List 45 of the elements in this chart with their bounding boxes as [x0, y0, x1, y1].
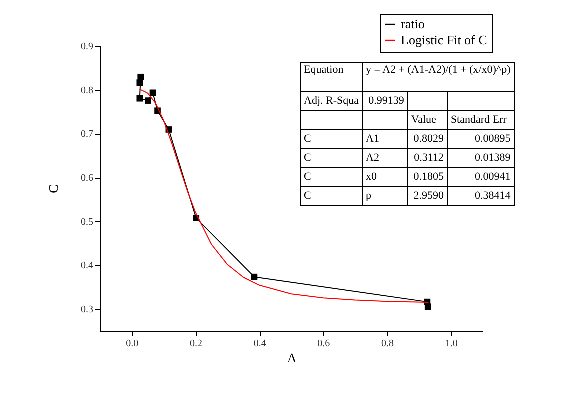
- annotation: C: [300, 168, 362, 186]
- annotation: p: [362, 186, 408, 206]
- annotation: x0: [362, 168, 408, 186]
- y-tick-label: 0.6: [81, 173, 94, 184]
- x-tick-label: 0.6: [318, 338, 330, 350]
- annotation: 0.1805: [408, 168, 448, 186]
- y-tick-label: 0.3: [81, 304, 94, 316]
- annotation: A2: [362, 148, 408, 168]
- annotation: C: [300, 130, 362, 148]
- x-tick-label: 1.0: [445, 338, 458, 350]
- annotation: C: [300, 148, 362, 168]
- point: [138, 74, 144, 80]
- x-tick-label: 0.8: [382, 338, 394, 350]
- annotation: 0.01389: [447, 148, 514, 168]
- annotation: C: [300, 186, 362, 206]
- point: [145, 98, 152, 104]
- annotation: 0.99139: [362, 92, 408, 110]
- x-tick-label: 0.0: [126, 338, 139, 350]
- point: [424, 304, 432, 310]
- annotation: Standard Err: [447, 110, 514, 130]
- y-tick-label: 0.9: [81, 42, 94, 52]
- annotation: Adj. R-Squa: [300, 92, 362, 110]
- annotation: 0.3112: [408, 148, 448, 168]
- annotation: 0.8029: [408, 130, 448, 148]
- y-axis-title: C: [46, 184, 61, 194]
- point: [251, 274, 258, 280]
- annotation: 0.00895: [447, 130, 514, 148]
- annotation: y = A2 + (A1-A2)/(1 + (x/x0)^p): [362, 62, 514, 92]
- annotation: 0.00941: [447, 168, 514, 186]
- annotation: A1: [362, 130, 408, 148]
- point: [136, 80, 144, 86]
- point: [136, 95, 144, 102]
- legend-label: ratio: [401, 16, 425, 32]
- x-tick-label: 0.4: [254, 338, 266, 350]
- annotation: Value: [408, 110, 448, 130]
- x-axis-title: A: [287, 350, 298, 366]
- y-tick-label: 0.5: [81, 216, 94, 228]
- annotation: 0.38414: [447, 186, 514, 206]
- annotation: 2.9590: [408, 186, 448, 206]
- legend-label: Logistic Fit of C: [401, 32, 488, 48]
- y-tick-label: 0.7: [81, 129, 94, 140]
- x-tick-label: 0.2: [190, 338, 202, 350]
- y-tick-label: 0.8: [81, 85, 94, 96]
- annotation: Equation: [300, 62, 362, 92]
- y-tick-label: 0.4: [81, 260, 94, 272]
